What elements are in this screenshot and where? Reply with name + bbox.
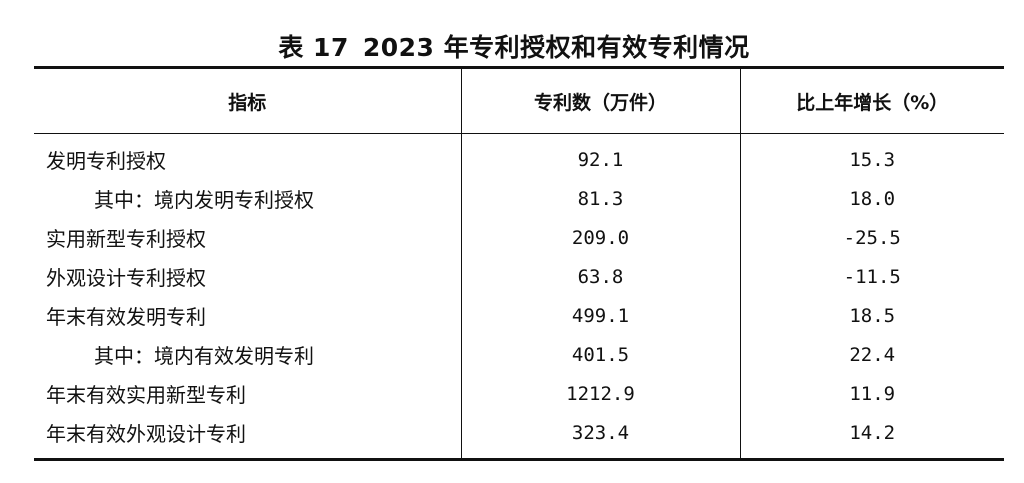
table-row: 年末有效实用新型专利 1212.9 11.9 (34, 374, 1004, 413)
row-growth: 14.2 (739, 413, 1004, 460)
row-count: 92.1 (460, 133, 740, 179)
table-row: 年末有效外观设计专利 323.4 14.2 (34, 413, 1004, 460)
row-growth: -11.5 (739, 257, 1004, 296)
row-growth: 22.4 (739, 335, 1004, 374)
row-growth: 18.0 (739, 179, 1004, 218)
row-count: 401.5 (460, 335, 740, 374)
row-count: 1212.9 (460, 374, 740, 413)
row-indicator: 年末有效实用新型专利 (46, 383, 246, 407)
row-count: 209.0 (460, 218, 740, 257)
table-row: 其中：境内发明专利授权 81.3 18.0 (34, 179, 1004, 218)
row-indicator: 实用新型专利授权 (46, 227, 206, 251)
table-row: 发明专利授权 92.1 15.3 (34, 133, 1004, 179)
row-growth: -25.5 (739, 218, 1004, 257)
header-indicator: 指标 (34, 67, 461, 134)
header-growth: 比上年增长（%） (739, 67, 1004, 134)
row-indicator: 其中：境内有效发明专利 (94, 344, 314, 368)
row-count: 63.8 (460, 257, 740, 296)
table-number: 表 17 (278, 33, 349, 62)
table-row: 实用新型专利授权 209.0 -25.5 (34, 218, 1004, 257)
row-count: 81.3 (460, 179, 740, 218)
row-growth: 11.9 (739, 374, 1004, 413)
row-count: 323.4 (460, 413, 740, 460)
row-indicator: 其中：境内发明专利授权 (94, 188, 314, 212)
row-indicator: 年末有效发明专利 (46, 305, 206, 329)
header-row: 指标 专利数（万件） 比上年增长（%） (34, 67, 1004, 134)
row-count: 499.1 (460, 296, 740, 335)
row-indicator: 外观设计专利授权 (46, 266, 206, 290)
table-title-text: 2023 年专利授权和有效专利情况 (362, 33, 750, 62)
row-indicator: 发明专利授权 (46, 149, 166, 173)
table-row: 年末有效发明专利 499.1 18.5 (34, 296, 1004, 335)
row-indicator: 年末有效外观设计专利 (46, 422, 246, 446)
row-growth: 18.5 (739, 296, 1004, 335)
table-title: 表 17 2023 年专利授权和有效专利情况 (0, 28, 1024, 64)
table-row: 其中：境内有效发明专利 401.5 22.4 (34, 335, 1004, 374)
row-growth: 15.3 (739, 133, 1004, 179)
header-count: 专利数（万件） (460, 67, 740, 134)
patent-table: 指标 专利数（万件） 比上年增长（%） 发明专利授权 92.1 15.3 其中：境内发… (34, 66, 1004, 461)
table-row: 外观设计专利授权 63.8 -11.5 (34, 257, 1004, 296)
